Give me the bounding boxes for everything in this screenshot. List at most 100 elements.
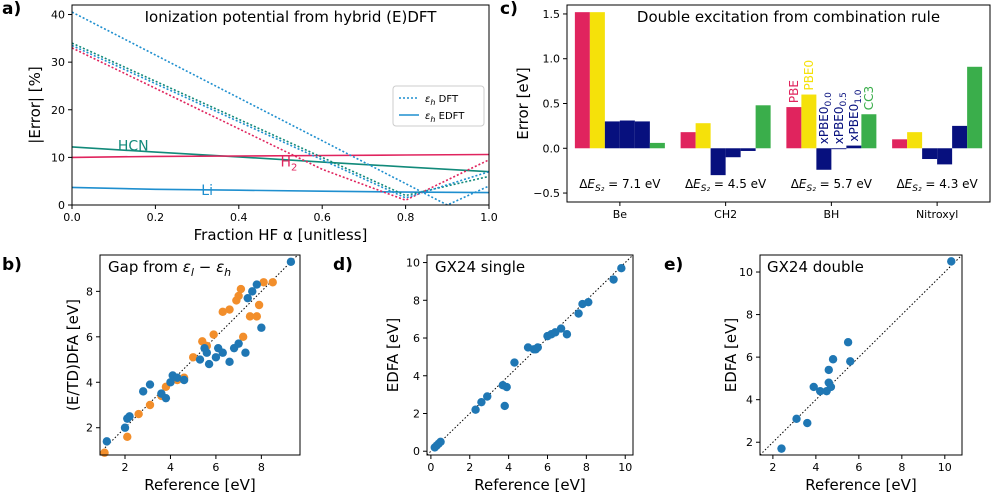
line-label-h2: H2 [281, 154, 298, 173]
panel-a-y-tick: 40 [51, 9, 65, 22]
panel-e-y-tick: 8 [746, 309, 753, 322]
panel-d-point-blue [584, 297, 593, 307]
bar-ch2-cc3 [755, 105, 771, 149]
panel-e-point-blue [947, 257, 956, 266]
panel-b-point-orange [234, 291, 243, 301]
panel-b-point-orange [145, 400, 155, 410]
panel-d-point-blue [471, 405, 480, 414]
panel-d-point-blue [609, 275, 618, 284]
panel-b-point-blue [125, 412, 134, 421]
bar-ch2-xpbe0_1.0 [740, 148, 756, 151]
panel-e-ylabel: EDFA [eV] [722, 318, 740, 393]
series-line-hcn-edft [72, 146, 489, 173]
panel-c-y-tick: 1.5 [543, 8, 561, 21]
panel-b-point-orange [100, 448, 109, 457]
panel-a-x-tick: 0.8 [397, 211, 415, 224]
panel-c-title: Double excitation from combination rule [637, 8, 940, 26]
panel-b-point-blue [241, 348, 250, 357]
panel-c-category-label: CH2 [714, 208, 737, 221]
panel-e-point-blue [803, 418, 812, 428]
panel-c-y-tick: −0.5 [533, 187, 560, 200]
panel-a-x-tick: 1.0 [480, 211, 498, 224]
panel-a-x-tick: 0.2 [147, 211, 165, 224]
panel-d-ylabel: EDFA [eV] [384, 318, 402, 393]
panel-d-point-blue [477, 397, 486, 407]
panel-d-x-tick: 10 [618, 461, 632, 474]
panel-b-point-blue [166, 378, 175, 387]
panel-a-x-tick: 0.4 [230, 211, 248, 224]
panel-d-point-blue [500, 401, 509, 411]
panel-c-category-label: Be [613, 208, 628, 221]
panel-e-frame [759, 254, 963, 456]
bar-series-label: PBE0 [802, 60, 816, 91]
panel-e-y-tick: 4 [746, 394, 753, 407]
panel-e-y-tick: 2 [746, 436, 753, 449]
panel-b-point-orange [268, 278, 277, 287]
legend-box [392, 85, 485, 127]
panel-b-x-tick: 8 [258, 461, 265, 474]
bar-be-xpbe0_1.0 [634, 121, 650, 149]
panel-d-y-tick: 6 [413, 332, 420, 345]
bar-be-cc3 [649, 142, 665, 149]
panel-d-label: d) [333, 255, 353, 275]
panel-b-point-blue [145, 380, 155, 389]
panel-b-point-blue [202, 348, 212, 357]
panel-e-x-tick: 6 [855, 461, 862, 474]
panel-a-y-tick: 10 [51, 151, 65, 164]
series-line-hcn-dft [72, 42, 489, 197]
bar-nitroxyl-cc3 [967, 66, 983, 149]
panel-d-y-tick: 10 [406, 257, 420, 270]
panel-a-title: Ionization potential from hybrid (E)DFT [145, 8, 438, 26]
panel-b-x-tick: 4 [167, 461, 174, 474]
panel-d-y-tick: 0 [413, 445, 420, 458]
panel-b-y-tick: 8 [86, 285, 93, 298]
panel-a-lines [72, 11, 489, 205]
line-label-li: Li [201, 183, 213, 199]
panel-d-point-blue [502, 382, 511, 392]
panel-b-point-blue [179, 375, 189, 385]
panel-b-point-blue [120, 423, 130, 432]
bar-series-label: xPBE01.0 [847, 89, 864, 141]
panel-b-ylabel: (E/TD)DFA [eV] [64, 299, 82, 411]
bar-nitroxyl-pbe [892, 139, 908, 149]
panel-d-point-blue [436, 437, 445, 446]
panel-e-xlabel: Reference [eV] [805, 476, 917, 494]
panel-b-point-blue [234, 339, 243, 348]
panel-b-diagonal [99, 254, 299, 454]
panel-b-point-orange [254, 300, 264, 310]
delta-e-annotation: ΔES₂ = 7.1 eV [579, 177, 661, 194]
panel-c-y-tick: 0.5 [543, 98, 561, 111]
panel-d-y-tick: 8 [413, 294, 420, 307]
panel-b-point-orange [123, 432, 132, 442]
bar-nitroxyl-xpbe0_0.5 [937, 148, 953, 165]
panel-b-point-blue [225, 357, 234, 367]
panel-e-point-blue [828, 355, 838, 364]
panel-e-point-blue [809, 382, 818, 392]
panel-b-x-tick: 2 [122, 461, 129, 474]
panel-b-y-tick: 6 [86, 331, 93, 344]
panel-e-y-tick: 6 [746, 351, 753, 364]
panel-d-point-blue [533, 343, 542, 352]
panel-a-x-tick: 0.6 [313, 211, 331, 224]
panel-b-frame [99, 254, 301, 456]
legend-entry: εh DFT [425, 94, 459, 107]
panel-e-point-blue [826, 382, 836, 392]
panel-b-title: Gap from εl − εh [108, 258, 231, 279]
panel-b-y-tick: 2 [86, 422, 93, 435]
bar-ch2-xpbe0_0.5 [725, 148, 741, 158]
panel-b-point-blue [138, 387, 148, 396]
panel-d-point-blue [510, 358, 519, 367]
panel-c-y-tick: 1.0 [543, 53, 561, 66]
panel-b-point-orange [209, 330, 218, 339]
panel-e-point-blue [843, 338, 853, 347]
panel-b-point-blue [248, 287, 257, 296]
panel-d-x-tick: 6 [544, 461, 551, 474]
legend-entry: εh EDFT [425, 111, 465, 124]
panel-c-category-label: Nitroxyl [916, 208, 958, 221]
panel-e-x-tick: 2 [769, 461, 776, 474]
panel-e-x-tick: 4 [812, 461, 819, 474]
panel-e-point-blue [777, 444, 786, 453]
panel-b-point-orange [188, 353, 198, 362]
bar-ch2-pbe0 [695, 123, 711, 149]
panel-e-diagonal [759, 254, 963, 456]
